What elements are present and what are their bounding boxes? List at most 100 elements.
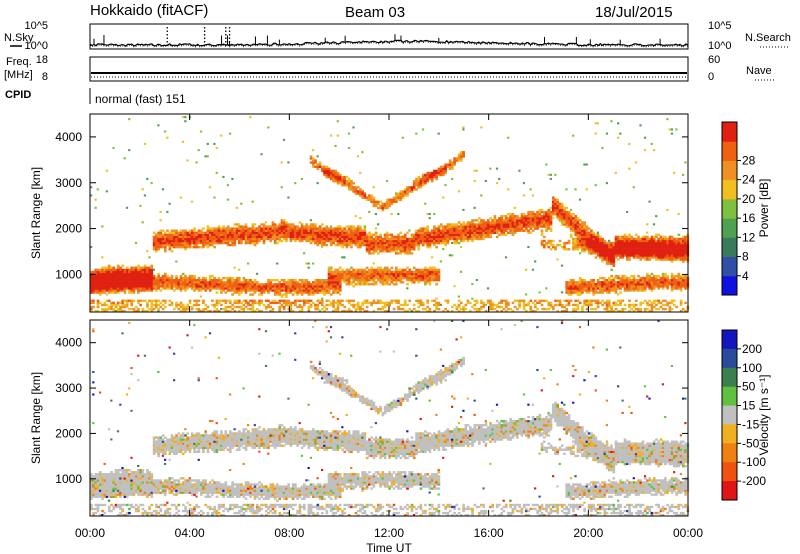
power-echo-cell [406,239,409,243]
power-echo-cell [565,291,569,294]
power-echo-cell [262,229,266,232]
power-echo-cell [312,231,315,234]
power-echo-cell [220,279,223,282]
power-echo-cell [123,299,127,302]
power-echo-cell [350,270,353,274]
power-echo-cell [469,229,472,232]
power-echo-cell [543,219,546,222]
power-echo-cell [354,190,358,193]
power-echo-cell [603,252,607,255]
power-echo-cell [502,219,506,222]
power-echo-cell [529,227,533,230]
power-echo-cell [134,268,138,272]
power-echo-cell [336,272,340,276]
power-echo-cell [424,268,427,272]
power-echo-cell [251,309,255,313]
power-echo-cell [276,241,279,245]
power-echo-cell [321,281,324,284]
power-echo-cell [652,243,656,247]
power-echo-cell [347,276,351,280]
power-echo-cell [471,237,474,241]
power-echo-cell [433,237,436,241]
power-echo-cell [130,303,134,307]
power-echo-cell [318,281,322,284]
power-echo-cell [502,307,506,311]
power-echo-cell [500,221,504,224]
power-echo-cell [596,243,600,247]
power-echo-cell [121,289,125,292]
power-echo-cell [168,246,172,249]
power-echo-cell [516,225,519,228]
power-echo-cell [305,239,308,243]
power-echo-cell [403,243,407,247]
power-echo-cell [594,301,598,305]
power-echo-cell [318,237,322,241]
power-echo-cell [516,223,519,226]
power-echo-cell [605,256,609,259]
power-echo-cell [446,225,450,228]
power-echo-cell [238,291,241,294]
power-echo-cell [139,303,142,307]
power-echo-cell [435,279,438,282]
power-echo-cell [173,281,176,284]
power-echo-cell [433,233,436,236]
power-echo-cell [197,149,200,152]
power-echo-cell [511,219,515,222]
power-echo-cell [578,252,582,255]
power-echo-cell [249,299,252,302]
power-echo-cell [359,227,362,230]
power-echo-cell [421,303,425,307]
power-echo-cell [569,213,573,216]
power-echo-cell [321,289,324,292]
power-echo-cell [630,241,634,245]
power-echo-cell [650,235,654,239]
power-echo-cell [285,231,288,234]
power-echo-cell [403,239,407,243]
power-echo-cell [177,303,181,307]
power-echo-cell [157,239,160,243]
power-echo-cell [96,289,100,292]
power-echo-cell [406,243,409,247]
power-echo-cell [325,235,329,239]
power-echo-cell [444,163,447,166]
power-echo-cell [525,215,528,218]
power-echo-cell [356,283,360,286]
power-echo-cell [377,301,380,305]
power-echo-cell [336,241,340,245]
power-echo-cell [190,287,194,290]
power-echo-cell [437,173,441,177]
power-echo-cell [289,307,293,311]
power-echo-cell [576,243,580,247]
power-echo-cell [491,219,495,222]
power-echo-cell [433,231,436,234]
power-echo-cell [469,237,472,241]
power-echo-cell [610,243,613,247]
power-echo-cell [650,241,654,245]
power-echo-cell [426,241,430,245]
power-echo-cell [282,231,286,234]
power-echo-cell [410,274,414,278]
power-echo-cell [392,243,396,247]
power-echo-cell [128,281,131,284]
power-echo-cell [251,233,255,236]
power-echo-cell [448,235,452,239]
power-echo-cell [399,239,403,243]
power-echo-cell [231,227,234,230]
power-echo-cell [471,231,474,234]
power-echo-cell [278,237,282,241]
power-echo-cell [132,283,136,286]
power-echo-cell [556,210,560,214]
power-echo-cell [388,239,391,243]
power-echo-cell [439,233,443,236]
power-echo-cell [323,229,326,232]
power-echo-cell [258,233,261,236]
power-echo-cell [392,283,396,286]
power-echo-cell [504,223,508,226]
power-echo-cell [522,219,526,222]
power-echo-cell [341,231,344,234]
power-echo-cell [229,233,232,236]
power-echo-cell [94,268,98,272]
power-echo-cell [273,237,277,241]
power-echo-cell [500,219,504,222]
power-echo-cell [504,303,508,307]
